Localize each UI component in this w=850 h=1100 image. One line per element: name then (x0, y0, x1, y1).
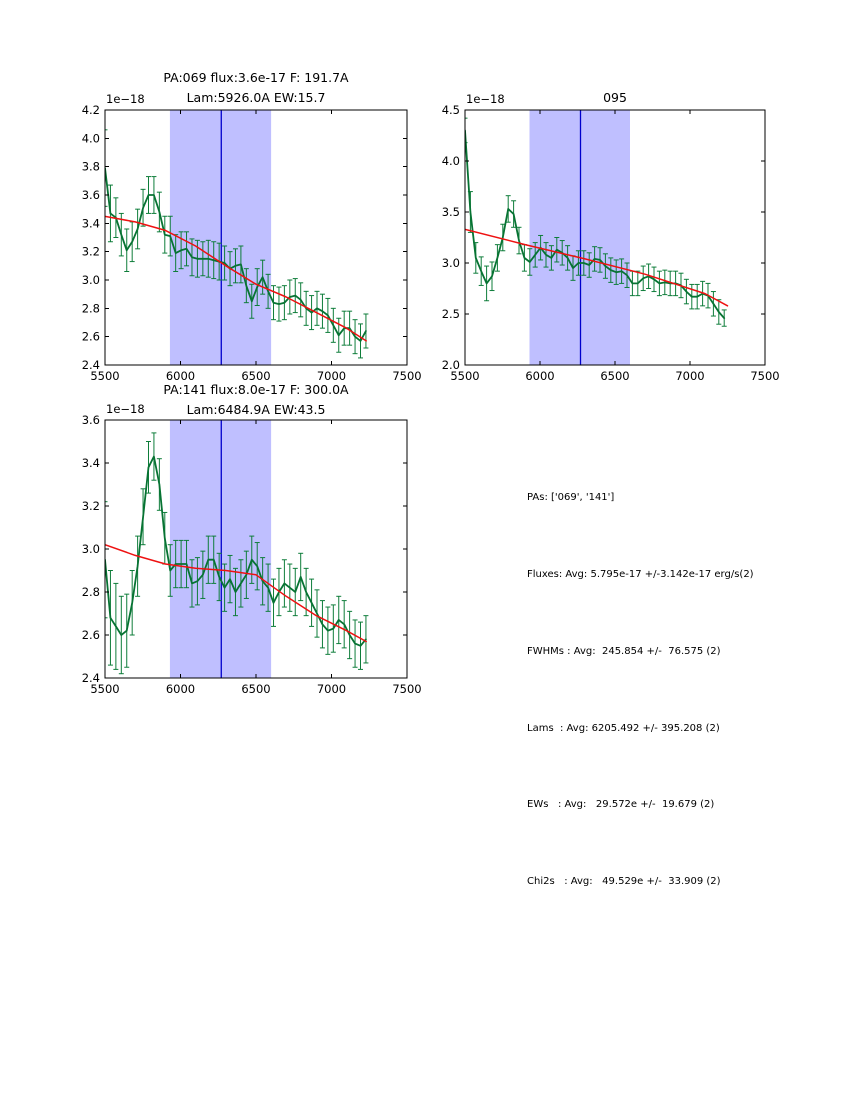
y-tick-label: 3.6 (82, 188, 100, 202)
x-tick-label: 6000 (166, 369, 195, 383)
continuum-fit-line (465, 228, 729, 307)
axis-tick-labels: 5500 6000 6500 7000 7500 2.4 2.6 2.8 3.0 3.2 3.4 3.… (82, 413, 422, 696)
highlight-band (169, 110, 272, 365)
x-tick-label: 5500 (90, 369, 119, 383)
y-tick-label: 2.0 (442, 358, 460, 372)
axis-ticks (464, 109, 766, 366)
continuum-fit-line (105, 543, 367, 643)
y-tick-label: 3.4 (82, 456, 100, 470)
y-axis-offset-label: 1e−18 (106, 92, 145, 106)
axis-ticks (104, 109, 408, 366)
y-tick-label: 4.0 (82, 131, 100, 145)
y-axis-offset-label: 1e−18 (466, 92, 505, 106)
summary-line-chi2s: Chi2s : Avg: 49.529e +/- 33.909 (2) (527, 876, 721, 888)
chart-pa141-title-line1: PA:141 flux:8.0e-17 F: 300.0A (163, 382, 349, 397)
summary-line-ews: EWs : Avg: 29.572e +/- 19.679 (2) (527, 799, 715, 811)
x-tick-label: 6000 (525, 369, 554, 383)
series-layer (105, 129, 369, 359)
y-tick-label: 3.6 (82, 413, 100, 427)
y-tick-label: 3.5 (442, 205, 460, 219)
chart-pa141-plot: 5500 6000 6500 7000 7500 2.4 2.6 2.8 3.0 3.2 3.4 3.… (82, 402, 422, 696)
y-tick-label: 2.8 (82, 585, 100, 599)
y-tick-label: 2.5 (442, 307, 460, 321)
chart-pa141-title: PA:141 flux:8.0e-17 F: 300.0A Lam:6484.9… (105, 380, 407, 420)
continuum-fit-line (105, 215, 367, 342)
chart-pa069-plot: 5500 6000 6500 7000 7500 2.4 2.6 2.8 3.0 3.2 3.4 3.… (82, 92, 422, 383)
y-tick-label: 3.0 (442, 256, 460, 270)
series-layer (105, 432, 369, 675)
axis-tick-labels: 5500 6000 6500 7000 7500 2.0 2.5 3.0 3.5 4.0 4.5 (442, 103, 780, 383)
axis-ticks (104, 419, 408, 679)
y-tick-label: 3.0 (82, 542, 100, 556)
y-tick-label: 3.2 (82, 245, 100, 259)
spectrum-line (105, 455, 367, 647)
x-tick-label: 7500 (392, 682, 421, 696)
highlight-band (169, 420, 272, 678)
y-tick-label: 3.2 (82, 499, 100, 513)
x-tick-label: 7500 (392, 369, 421, 383)
chart-pa069-title: PA:069 flux:3.6e-17 F: 191.7A Lam:5926.0… (105, 68, 407, 108)
x-tick-label: 6500 (600, 369, 629, 383)
x-tick-label: 7000 (317, 369, 346, 383)
y-tick-label: 4.2 (82, 103, 100, 117)
x-tick-label: 5500 (450, 369, 479, 383)
x-tick-label: 6500 (241, 682, 270, 696)
y-tick-label: 2.4 (82, 358, 100, 372)
summary-line-lams: Lams : Avg: 6205.492 +/- 395.208 (2) (527, 722, 720, 734)
x-tick-label: 6000 (166, 682, 195, 696)
highlight-band (529, 110, 630, 365)
y-tick-label: 2.8 (82, 301, 100, 315)
axis-tick-labels: 5500 6000 6500 7000 7500 2.4 2.6 2.8 3.0 3.2 3.4 3.… (82, 103, 422, 383)
summary-panel: PAs: ['069', '141'] Fluxes: Avg: 5.795e-… (527, 434, 754, 946)
summary-line-pas: PAs: ['069', '141'] (527, 492, 615, 504)
summary-line-fluxes: Fluxes: Avg: 5.795e-17 +/-3.142e-17 erg/… (527, 568, 754, 580)
x-tick-label: 7000 (317, 682, 346, 696)
spectrum-line (105, 167, 367, 342)
summary-line-fwhms: FWHMs : Avg: 245.854 +/- 76.575 (2) (527, 645, 721, 657)
chart-095-title: 095 (465, 88, 765, 108)
chart-pa069-title-line1: PA:069 flux:3.6e-17 F: 191.7A (163, 70, 349, 85)
y-tick-label: 4.5 (442, 103, 460, 117)
y-tick-label: 3.4 (82, 216, 100, 230)
chart-095-plot: 5500 6000 6500 7000 7500 2.0 2.5 3.0 3.5 4.0 4.5 1e… (442, 92, 780, 383)
x-tick-label: 7000 (675, 369, 704, 383)
series-layer (465, 117, 729, 327)
chart-pa141-title-line2: Lam:6484.9A EW:43.5 (186, 402, 326, 417)
chart-pa069-title-line2: Lam:5926.0A EW:15.7 (186, 90, 326, 105)
y-axis-offset-label: 1e−18 (106, 402, 145, 416)
y-tick-label: 2.4 (82, 671, 100, 685)
y-tick-label: 3.0 (82, 273, 100, 287)
x-tick-label: 6500 (241, 369, 270, 383)
y-tick-label: 2.6 (82, 330, 100, 344)
x-tick-label: 5500 (90, 682, 119, 696)
y-tick-label: 4.0 (442, 154, 460, 168)
y-tick-label: 3.8 (82, 160, 100, 174)
y-tick-label: 2.6 (82, 628, 100, 642)
x-tick-label: 7500 (750, 369, 779, 383)
chart-095-title-line1: 095 (603, 90, 627, 105)
